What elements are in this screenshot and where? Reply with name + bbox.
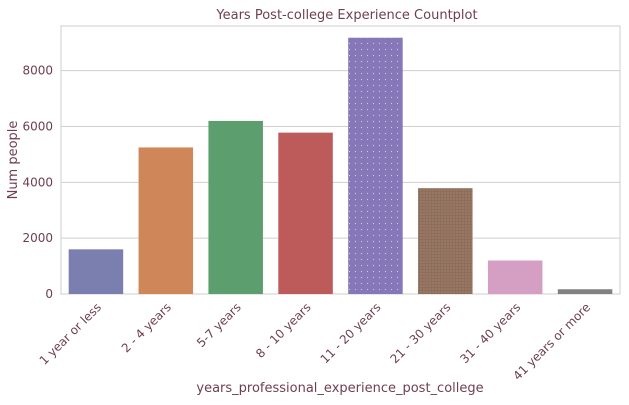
bar (487, 260, 543, 294)
bar-texture (418, 188, 473, 294)
bar (68, 249, 124, 294)
bar-fill (278, 132, 333, 294)
x-tick-label: 11 - 20 years (318, 300, 384, 366)
x-tick-label: 2 - 4 years (119, 300, 174, 355)
chart-title: Years Post-college Experience Countplot (215, 8, 477, 23)
bar-fill (208, 120, 263, 295)
x-tick-label: 21 - 30 years (387, 300, 453, 366)
y-tick-label: 0 (45, 287, 53, 301)
bar (208, 120, 263, 295)
bar-fill (138, 147, 194, 294)
bar (557, 289, 613, 294)
bar (348, 37, 403, 294)
y-tick-label: 8000 (22, 64, 53, 78)
bar (418, 188, 473, 294)
x-tick-label: 8 - 10 years (253, 300, 314, 361)
x-tick-label: 5-7 years (194, 300, 244, 350)
x-axis-label: years_professional_experience_post_colle… (196, 381, 483, 396)
x-tick-label: 31 - 40 years (457, 300, 523, 366)
x-tick-label: 41 years or more (510, 300, 593, 383)
bar-texture (348, 37, 403, 294)
x-tick-label: 1 year or less (37, 300, 104, 367)
y-axis-label: Num people (6, 121, 21, 200)
bars (68, 37, 613, 295)
bar-fill (68, 249, 124, 294)
bar (278, 132, 333, 294)
bar-fill (487, 260, 543, 294)
bar (138, 147, 194, 294)
y-tick-label: 6000 (22, 120, 53, 134)
y-tick-label: 4000 (22, 175, 53, 189)
plot-frame (60, 25, 621, 295)
bar-fill (557, 289, 613, 294)
y-tick-label: 2000 (22, 231, 53, 245)
